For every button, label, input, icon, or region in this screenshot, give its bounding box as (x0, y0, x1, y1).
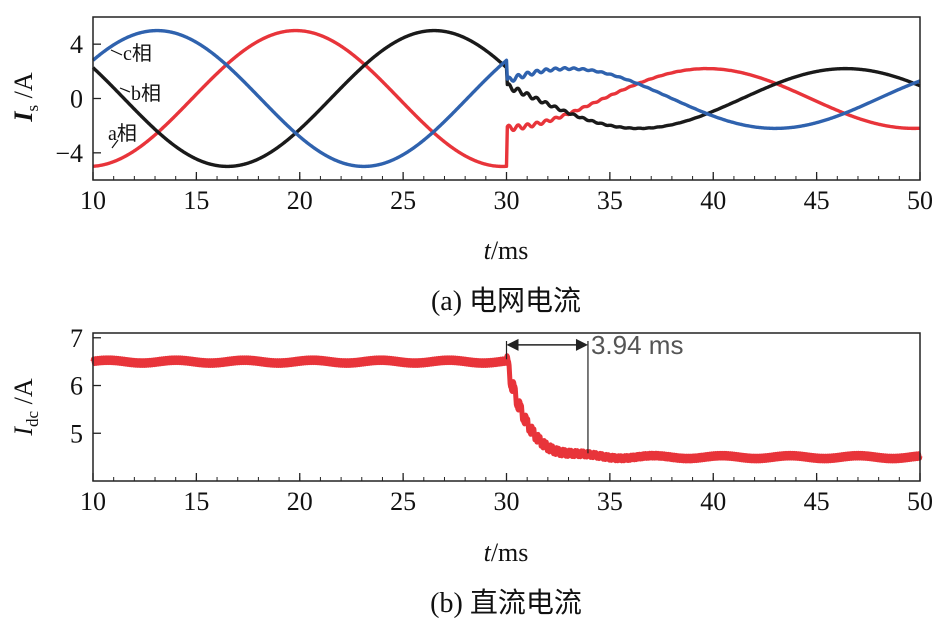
chart-b-xtick-label: 50 (907, 487, 933, 516)
chart-b-xtick-label: 10 (80, 487, 106, 516)
chart-a-xtick-label: 10 (80, 186, 106, 215)
chart-b-ytick-label: 6 (70, 372, 83, 401)
chart-b-settling-annotation: 3.94 ms (505, 330, 684, 454)
chart-b-ytick-label: 7 (70, 324, 83, 353)
chart-a-xtick-label: 20 (287, 186, 313, 215)
chart-b-xtick-label: 40 (700, 487, 726, 516)
chart-b-ylabel: Idc /A (9, 378, 42, 436)
label-c-phase: c相 (123, 42, 152, 65)
annot-arrowhead-left (506, 338, 519, 351)
chart-b-plot-frame (92, 332, 921, 482)
chart-a-xtick-label: 35 (597, 186, 623, 215)
label-a-leader (111, 139, 119, 149)
chart-a-xtick-label: 40 (700, 186, 726, 215)
annot-text: 3.94 ms (591, 330, 684, 360)
chart-b-dc-current: Idc /A 7 6 5 10 15 20 25 30 35 40 45 50 3.94 ms t/… (9, 324, 933, 619)
series-c-phase-line (91, 28, 921, 169)
chart-a-ytick-label: −4 (55, 139, 83, 168)
label-b-leader (119, 87, 131, 93)
chart-a-x-axis: 10 15 20 25 30 35 40 45 50 (80, 172, 933, 215)
chart-a-caption: (a) 电网电流 (431, 285, 581, 317)
chart-b-xtick-label: 20 (287, 487, 313, 516)
chart-b-y-axis: 7 6 5 (70, 324, 101, 448)
chart-b-xtick-label: 45 (804, 487, 830, 516)
chart-a-xlabel: t/ms (484, 236, 529, 265)
chart-a-ytick-label: 4 (70, 30, 83, 59)
chart-b-xtick-label: 15 (183, 487, 209, 516)
chart-b-series-group (90, 353, 923, 464)
chart-a-xtick-label: 15 (183, 186, 209, 215)
chart-b-xtick-label: 35 (597, 487, 623, 516)
chart-a-xtick-label: 45 (804, 186, 830, 215)
chart-a-xtick-label: 30 (494, 186, 520, 215)
series-a-phase-line (92, 28, 921, 169)
label-b-phase: b相 (131, 82, 161, 105)
chart-a-y-axis: 4 0 −4 (55, 30, 101, 168)
chart-b-ytick-label: 5 (70, 419, 83, 448)
chart-a-ylabel: Is /A (9, 72, 42, 122)
annot-arrowhead-right (575, 338, 588, 351)
chart-a-plot-frame (92, 16, 921, 181)
label-a-phase: a相 (108, 122, 137, 145)
chart-a-phase-labels: c相 b相 a相 (108, 42, 161, 149)
chart-a-ytick-label: 0 (70, 85, 83, 114)
chart-a-xtick-label: 50 (907, 186, 933, 215)
chart-a-grid-current: Is /A 40−4 10 15 20 25 30 35 40 45 50 c相 b相 a相 t… (9, 16, 933, 317)
chart-a-xtick-label: 25 (390, 186, 416, 215)
chart-b-xtick-label: 25 (390, 487, 416, 516)
chart-a-series-group (91, 28, 921, 169)
chart-b-x-axis: 10 15 20 25 30 35 40 45 50 (80, 473, 933, 516)
series-dc-line (90, 353, 923, 464)
chart-b-xlabel: t/ms (484, 538, 529, 567)
label-c-leader (110, 49, 123, 56)
chart-b-caption: (b) 直流电流 (430, 587, 582, 619)
chart-b-xtick-label: 30 (494, 487, 520, 516)
